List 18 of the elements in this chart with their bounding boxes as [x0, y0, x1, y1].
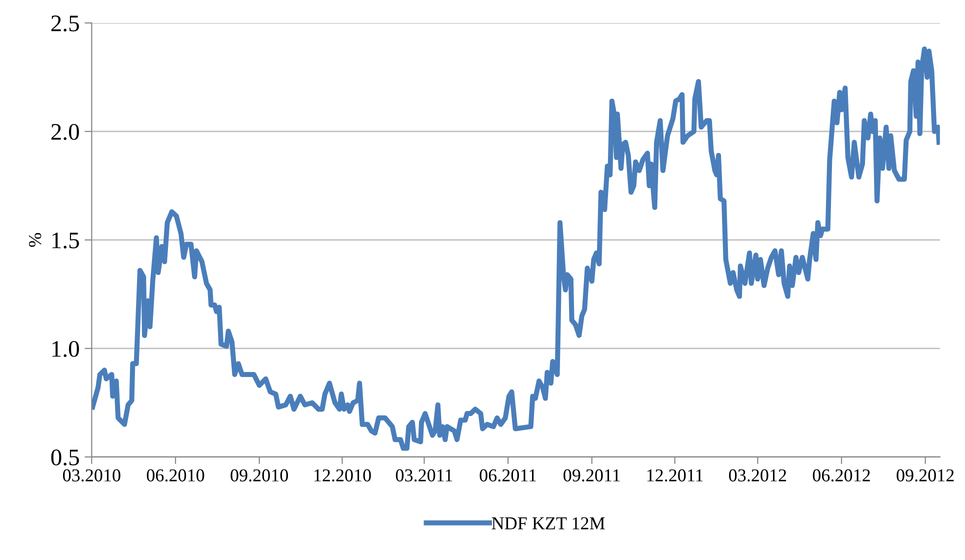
x-tick-label: 03.2010 [63, 469, 120, 482]
x-tick-label: 12.2011 [647, 469, 703, 482]
y-tick-label: 1.5 [52, 232, 79, 248]
x-tick-label: 09.2011 [564, 469, 620, 482]
x-tick-label: 03.2011 [396, 469, 452, 482]
x-tick-label: 06.2012 [812, 469, 870, 482]
y-axis-title: % [28, 233, 42, 247]
y-tick-label: 2.5 [51, 16, 79, 32]
y-tick-label: 2.0 [51, 124, 79, 140]
x-tick-label: 12.2010 [314, 469, 371, 482]
x-tick-label: 03.2012 [729, 469, 786, 482]
y-tick-label: 1.0 [52, 340, 79, 357]
x-tick-label: 06.2010 [146, 469, 204, 482]
x-tick-label: 09.2010 [230, 469, 288, 482]
x-tick-label: 09.2012 [896, 469, 954, 482]
x-tick-label: 06.2011 [480, 469, 536, 482]
y-tick-label: 0.5 [51, 449, 79, 466]
legend-label: NDF KZT 12M [492, 517, 605, 530]
